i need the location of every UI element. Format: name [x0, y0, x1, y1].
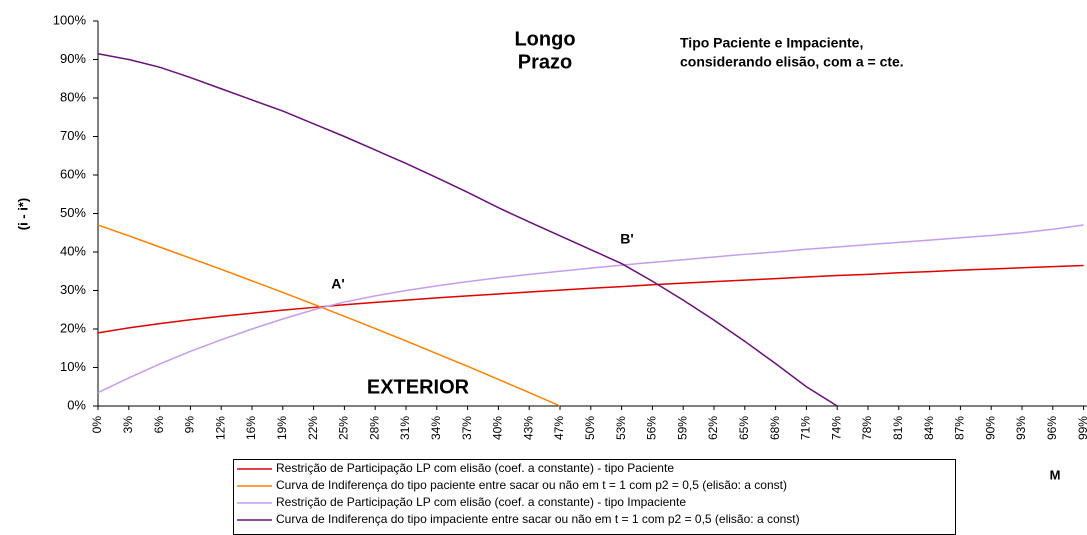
x-tick-label: 78%: [860, 416, 874, 440]
annotation: considerando elisão, com a = cte.: [680, 54, 904, 70]
x-tick-label: 71%: [799, 416, 813, 440]
x-tick-label: 81%: [891, 416, 905, 440]
x-axis-label: M: [1050, 467, 1061, 482]
x-tick-label: 56%: [645, 416, 659, 440]
x-tick-label: 43%: [521, 416, 535, 440]
legend-box: [233, 459, 956, 535]
x-tick-label: 0%: [90, 416, 104, 434]
annotation: Longo: [514, 28, 575, 50]
x-tick-label: 99%: [1076, 416, 1087, 440]
x-tick-label: 87%: [953, 416, 967, 440]
x-tick-label: 12%: [213, 416, 227, 440]
annotation: EXTERIOR: [367, 376, 470, 398]
x-tick-label: 93%: [1014, 416, 1028, 440]
x-tick-label: 37%: [460, 416, 474, 440]
annotation: B': [620, 231, 633, 247]
x-tick-label: 6%: [152, 416, 166, 434]
series-line: [97, 52, 838, 407]
x-tick-label: 34%: [429, 416, 443, 440]
legend-label: Restrição de Participação LP com elisão …: [276, 461, 674, 475]
x-tick-label: 22%: [306, 416, 320, 440]
y-tick-label: 50%: [60, 205, 86, 220]
annotation: Tipo Paciente e Impaciente,: [680, 35, 863, 51]
x-tick-label: 65%: [737, 416, 751, 440]
x-tick-label: 19%: [275, 416, 289, 440]
x-tick-label: 90%: [983, 416, 997, 440]
series-line: [97, 224, 561, 407]
y-tick-label: 40%: [60, 243, 86, 258]
y-tick-label: 70%: [60, 128, 86, 143]
y-tick-label: 60%: [60, 166, 86, 181]
x-tick-label: 53%: [614, 416, 628, 440]
x-tick-label: 59%: [675, 416, 689, 440]
x-tick-label: 74%: [829, 416, 843, 440]
series-line: [97, 264, 1084, 334]
y-tick-label: 100%: [53, 12, 87, 27]
x-tick-label: 68%: [768, 416, 782, 440]
x-tick-label: 40%: [491, 416, 505, 440]
x-tick-label: 25%: [337, 416, 351, 440]
y-tick-label: 30%: [60, 282, 86, 297]
legend-label: Curva de Indiferença do tipo impaciente …: [276, 512, 800, 526]
x-tick-label: 9%: [183, 416, 197, 434]
x-tick-label: 3%: [121, 416, 135, 434]
series-line: [97, 224, 1084, 394]
x-tick-label: 50%: [583, 416, 597, 440]
legend-label: Curva de Indiferença do tipo paciente en…: [276, 478, 787, 492]
annotation: Prazo: [518, 51, 572, 73]
x-tick-label: 62%: [706, 416, 720, 440]
y-tick-label: 80%: [60, 89, 86, 104]
y-tick-label: 90%: [60, 51, 86, 66]
y-tick-label: 10%: [60, 359, 86, 374]
legend-label: Restrição de Participação LP com elisão …: [276, 495, 686, 509]
x-tick-label: 31%: [398, 416, 412, 440]
x-tick-label: 47%: [552, 416, 566, 440]
x-tick-label: 16%: [244, 416, 258, 440]
y-axis-label: (i - i*): [15, 198, 30, 231]
y-tick-label: 0%: [67, 397, 86, 412]
x-tick-label: 84%: [922, 416, 936, 440]
annotation: A': [331, 276, 344, 292]
x-tick-label: 96%: [1045, 416, 1059, 440]
x-tick-label: 28%: [367, 416, 381, 440]
y-tick-label: 20%: [60, 320, 86, 335]
